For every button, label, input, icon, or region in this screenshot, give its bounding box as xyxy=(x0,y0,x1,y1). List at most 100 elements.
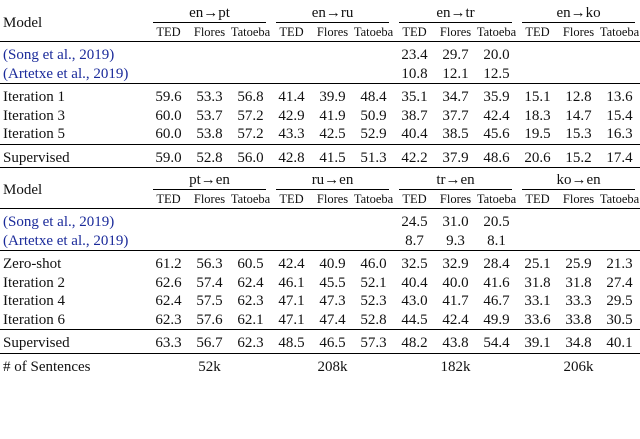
score-cell: 15.4 xyxy=(606,107,633,124)
pair-label: en→tr xyxy=(399,4,513,23)
score-cell xyxy=(353,41,395,65)
score-cell xyxy=(148,65,189,84)
score-cell xyxy=(312,41,354,65)
metric-header: TED xyxy=(402,25,427,39)
score-cell: 62.6 xyxy=(155,274,182,291)
results-table: Model en→pt en→ru en→tr en→ko TED Flores Tatoeb… xyxy=(0,4,640,376)
score-cell: 50.9 xyxy=(360,107,387,124)
score-cell xyxy=(353,65,394,84)
score-cell: 24.5 xyxy=(394,208,436,232)
score-cell: 40.4 xyxy=(401,274,428,291)
score-cell: 42.4 xyxy=(271,250,313,274)
score-cell: 20.5 xyxy=(476,208,518,232)
score-cell: 42.4 xyxy=(483,107,510,124)
score-cell: 57.4 xyxy=(196,274,223,291)
score-cell xyxy=(558,41,600,65)
score-cell xyxy=(517,232,558,251)
metric-header: Flores xyxy=(316,25,349,39)
score-cell: 54.4 xyxy=(476,329,518,353)
score-cell: 9.3 xyxy=(446,232,465,249)
score-cell: 48.5 xyxy=(271,329,313,353)
model-header: Model xyxy=(3,14,43,31)
score-cell xyxy=(599,65,640,84)
metric-header: TED xyxy=(525,25,550,39)
data-row: Iteration 4 62.4 57.5 62.3 47.1 47.3 52.3 43.0 4… xyxy=(0,292,640,311)
score-cell: 33.6 xyxy=(524,311,551,328)
score-cell: 42.9 xyxy=(278,107,305,124)
score-cell: 44.5 xyxy=(401,311,428,328)
metric-header: Tatoeba xyxy=(230,25,271,39)
row-label: (Artetxe et al., 2019) xyxy=(3,232,129,249)
score-cell: 48.4 xyxy=(353,83,395,107)
metric-header: TED xyxy=(279,192,304,206)
score-cell: 35.1 xyxy=(394,83,436,107)
score-cell: 34.8 xyxy=(558,329,600,353)
score-cell: 57.3 xyxy=(353,329,395,353)
row-label: Supervised xyxy=(0,143,148,168)
score-cell xyxy=(517,208,559,232)
row-label: (Song et al., 2019) xyxy=(0,41,148,65)
score-cell: 10.8 xyxy=(401,65,428,82)
score-cell xyxy=(230,232,271,251)
row-label: Iteration 5 xyxy=(3,126,66,143)
score-cell: 35.9 xyxy=(476,83,518,107)
score-cell: 60.0 xyxy=(155,107,182,124)
score-cell: 19.5 xyxy=(524,126,551,143)
score-cell: 8.1 xyxy=(487,232,506,249)
metric-header: Flores xyxy=(193,192,226,206)
score-cell: 63.3 xyxy=(148,329,189,353)
metric-header: Flores xyxy=(316,192,349,206)
score-cell: 60.0 xyxy=(155,126,182,143)
score-cell: 31.8 xyxy=(524,274,551,291)
pair-header: en→ru xyxy=(271,4,394,23)
score-cell: 52.9 xyxy=(360,126,387,143)
sentence-count: 208k xyxy=(271,352,395,376)
metric-header: Flores xyxy=(562,192,595,206)
score-cell: 45.5 xyxy=(319,274,346,291)
score-cell: 15.2 xyxy=(558,143,600,168)
score-cell: 57.5 xyxy=(196,293,223,310)
score-cell: 59.6 xyxy=(148,83,189,107)
score-cell: 32.5 xyxy=(394,250,436,274)
score-cell xyxy=(148,232,189,251)
score-cell: 25.1 xyxy=(517,250,559,274)
score-cell: 33.8 xyxy=(565,311,592,328)
score-cell: 59.0 xyxy=(148,143,189,168)
score-cell: 39.9 xyxy=(312,83,354,107)
pair-label: pt→en xyxy=(153,171,267,190)
score-cell: 52.8 xyxy=(360,311,387,328)
score-cell: 52.8 xyxy=(189,143,230,168)
data-row: (Song et al., 2019) 24.5 31.0 20.5 xyxy=(0,208,640,232)
score-cell: 23.4 xyxy=(394,41,436,65)
metric-row: TED Flores Tatoeba TED Flores Tatoeba TED Flore… xyxy=(0,23,640,42)
score-cell: 48.6 xyxy=(476,143,518,168)
score-cell: 32.9 xyxy=(435,250,477,274)
score-cell: 12.1 xyxy=(442,65,469,82)
score-cell xyxy=(148,208,189,232)
score-cell: 62.3 xyxy=(237,293,264,310)
score-cell xyxy=(271,208,313,232)
score-cell: 46.5 xyxy=(312,329,354,353)
score-cell: 57.2 xyxy=(237,126,264,143)
row-label: (Song et al., 2019) xyxy=(0,208,148,232)
data-row: Supervised 59.0 52.8 56.0 42.8 41.5 51.3 42.2 37… xyxy=(0,143,640,168)
row-label: Supervised xyxy=(0,329,148,353)
metric-header: Tatoeba xyxy=(599,192,640,206)
data-row: Iteration 2 62.6 57.4 62.4 46.1 45.5 52.1 40.4 4… xyxy=(0,274,640,293)
score-cell: 62.3 xyxy=(230,329,272,353)
score-cell xyxy=(271,232,312,251)
score-cell xyxy=(353,208,395,232)
score-cell: 38.5 xyxy=(442,126,469,143)
score-cell: 21.3 xyxy=(599,250,640,274)
score-cell xyxy=(558,65,599,84)
metric-header: TED xyxy=(156,192,181,206)
pair-header: tr→en xyxy=(394,167,518,190)
score-cell: 31.0 xyxy=(435,208,477,232)
header-row: Model pt→en ru→en tr→en ko→en xyxy=(0,167,640,209)
data-row: (Song et al., 2019) 23.4 29.7 20.0 xyxy=(0,41,640,65)
score-cell: 33.3 xyxy=(565,293,592,310)
score-cell xyxy=(271,41,313,65)
score-cell: 12.5 xyxy=(483,65,510,82)
metric-header: Flores xyxy=(193,25,226,39)
score-cell xyxy=(558,232,599,251)
